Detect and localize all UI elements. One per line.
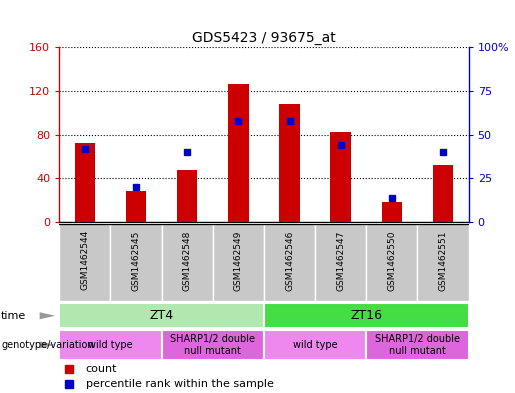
Text: GSM1462544: GSM1462544 xyxy=(80,230,89,290)
Text: GSM1462551: GSM1462551 xyxy=(439,230,448,291)
Bar xyxy=(264,330,366,360)
Bar xyxy=(279,104,300,222)
Bar xyxy=(75,143,95,222)
Bar xyxy=(315,224,366,301)
Bar xyxy=(59,303,264,328)
Text: GSM1462546: GSM1462546 xyxy=(285,230,294,290)
Text: percentile rank within the sample: percentile rank within the sample xyxy=(86,379,273,389)
Text: genotype/variation: genotype/variation xyxy=(1,340,94,350)
Text: SHARP1/2 double
null mutant: SHARP1/2 double null mutant xyxy=(375,334,460,356)
Bar xyxy=(418,224,469,301)
Text: time: time xyxy=(1,311,26,321)
Bar xyxy=(213,224,264,301)
Bar xyxy=(59,224,110,301)
Text: wild type: wild type xyxy=(293,340,337,350)
Bar xyxy=(264,224,315,301)
Text: SHARP1/2 double
null mutant: SHARP1/2 double null mutant xyxy=(170,334,255,356)
Bar xyxy=(331,132,351,222)
Text: ZT4: ZT4 xyxy=(149,309,174,322)
Text: ZT16: ZT16 xyxy=(350,309,382,322)
Bar xyxy=(433,165,453,222)
Bar xyxy=(366,224,418,301)
Text: count: count xyxy=(86,364,117,374)
Text: GSM1462548: GSM1462548 xyxy=(183,230,192,290)
Text: wild type: wild type xyxy=(88,340,133,350)
Bar xyxy=(59,330,162,360)
Text: GSM1462547: GSM1462547 xyxy=(336,230,345,290)
Text: GSM1462550: GSM1462550 xyxy=(387,230,397,291)
Bar xyxy=(366,330,469,360)
Polygon shape xyxy=(40,312,55,319)
Bar xyxy=(228,84,249,222)
Polygon shape xyxy=(40,341,55,348)
Bar xyxy=(110,224,162,301)
Bar xyxy=(264,303,469,328)
Bar xyxy=(177,170,197,222)
Text: GSM1462549: GSM1462549 xyxy=(234,230,243,290)
Text: GSM1462545: GSM1462545 xyxy=(131,230,141,290)
Bar xyxy=(382,202,402,222)
Bar xyxy=(162,224,213,301)
Bar xyxy=(126,191,146,222)
Title: GDS5423 / 93675_at: GDS5423 / 93675_at xyxy=(192,31,336,45)
Bar xyxy=(162,330,264,360)
